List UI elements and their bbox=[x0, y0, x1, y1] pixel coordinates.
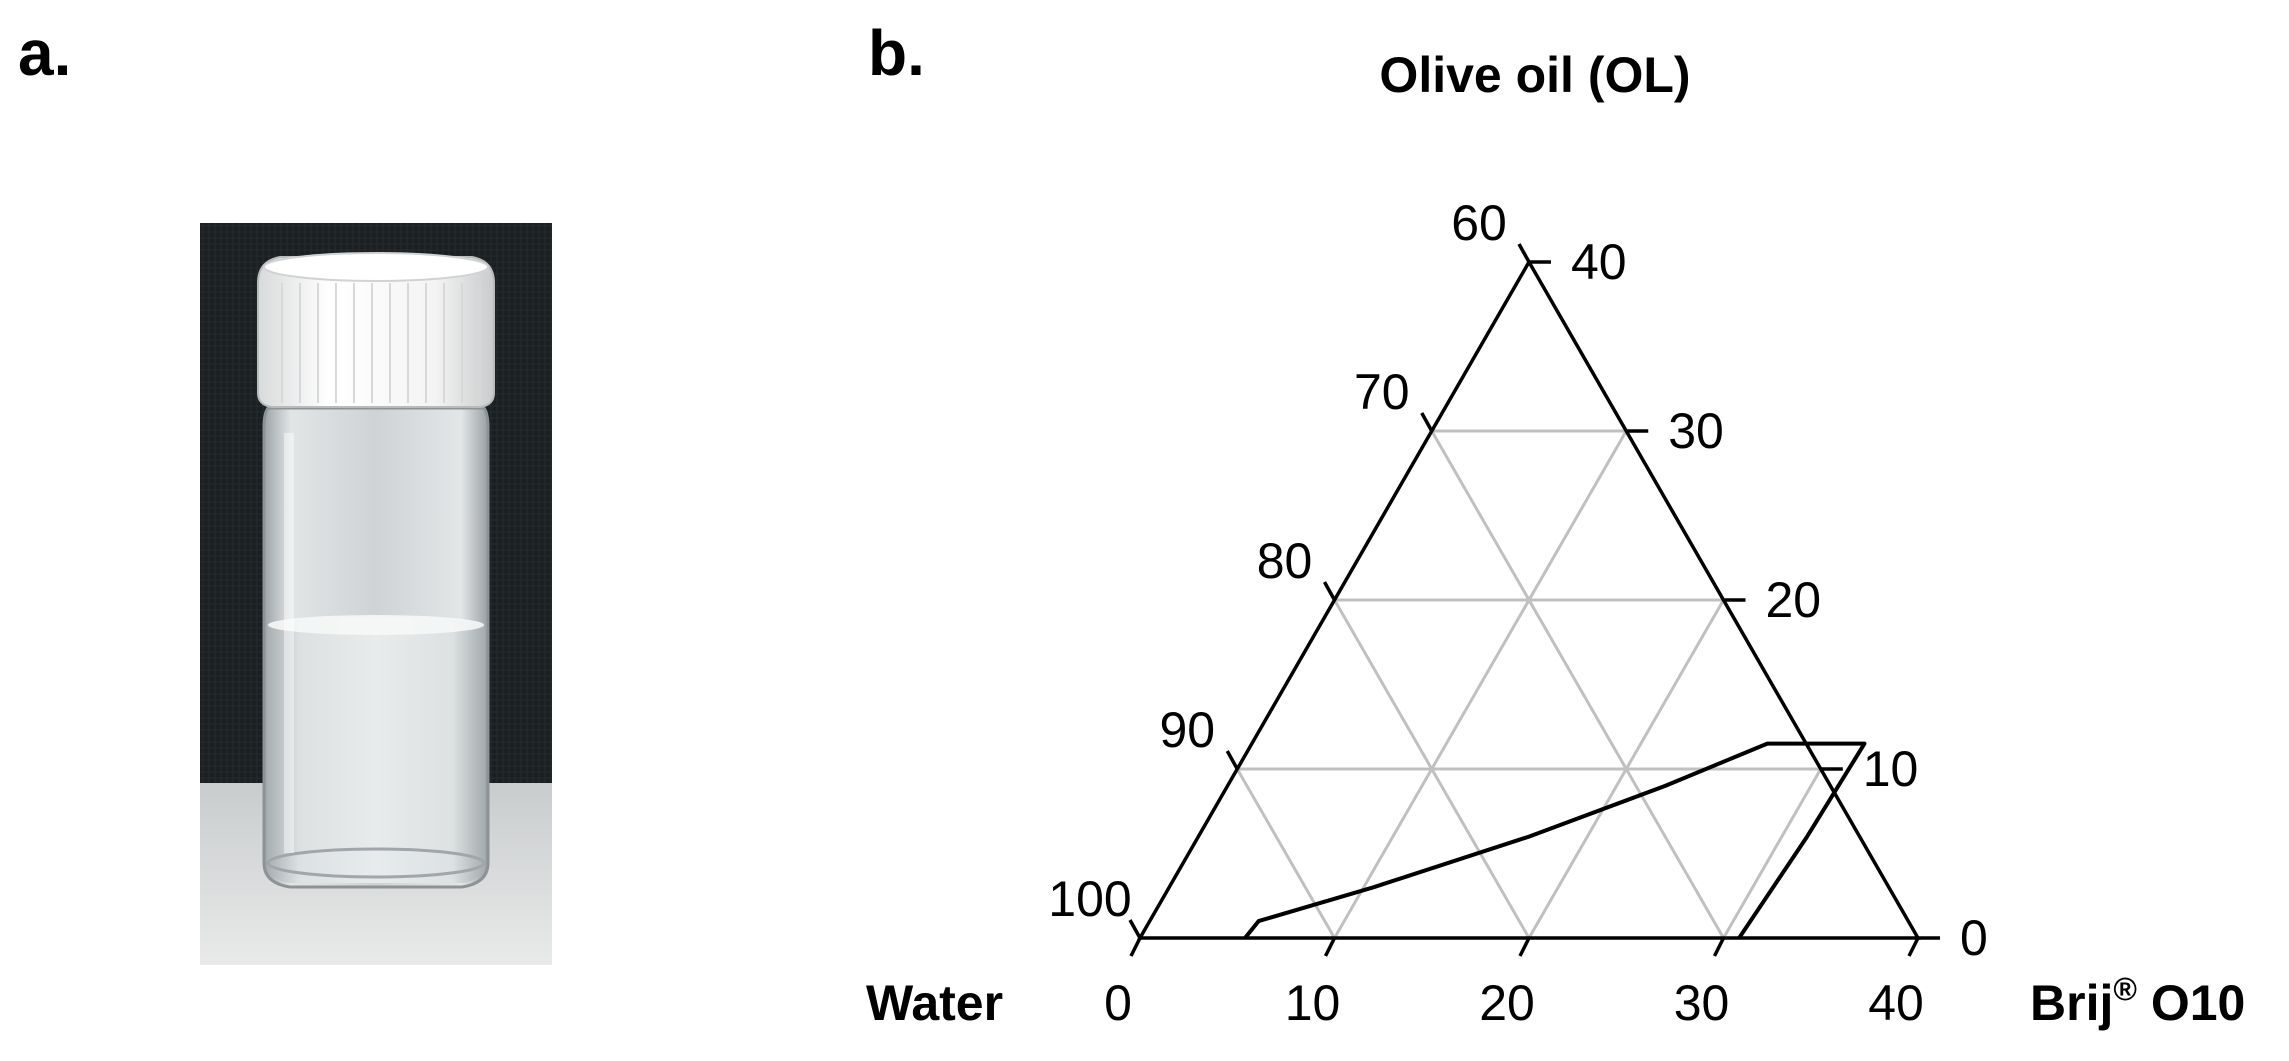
water-tick-label-80: 80 bbox=[1257, 533, 1313, 589]
surfactant-tick-0 bbox=[1129, 937, 1142, 957]
water-tick-80 bbox=[1322, 581, 1337, 601]
axis-ticks bbox=[1128, 243, 1940, 957]
surfactant-tick-label-30: 30 bbox=[1674, 975, 1730, 1031]
grid-line-water-10 bbox=[1430, 430, 1725, 939]
vial-photo bbox=[200, 223, 552, 965]
surfactant-tick-label-20: 20 bbox=[1479, 975, 1535, 1031]
vertex-label-brij: Brij® O10 bbox=[2030, 971, 2245, 1031]
surfactant-tick-40 bbox=[1907, 937, 1920, 957]
grid-line-water-20 bbox=[1333, 599, 1531, 939]
registered-mark: ® bbox=[2113, 971, 2137, 1007]
vial-liquid bbox=[267, 617, 485, 883]
water-tick-label-60: 60 bbox=[1451, 195, 1507, 251]
surfactant-tick-label-40: 40 bbox=[1868, 975, 1924, 1031]
vertex-label-olive-oil: Olive oil (OL) bbox=[1379, 47, 1690, 103]
water-tick-label-70: 70 bbox=[1354, 364, 1410, 420]
oil-tick-label-40: 40 bbox=[1571, 234, 1627, 290]
grid-lines bbox=[1235, 429, 1823, 939]
vial-base-ring bbox=[266, 847, 486, 879]
surfactant-tick-label-10: 10 bbox=[1285, 975, 1341, 1031]
surfactant-tick-30 bbox=[1712, 937, 1726, 957]
water-tick-label-100: 100 bbox=[1048, 871, 1131, 927]
brij-name: Brij bbox=[2030, 975, 2113, 1031]
surfactant-tick-10 bbox=[1323, 937, 1337, 957]
oil-tick-label-30: 30 bbox=[1668, 403, 1724, 459]
water-tick-label-90: 90 bbox=[1159, 702, 1215, 758]
region-layer bbox=[1243, 741, 1867, 940]
cap-ridges bbox=[281, 283, 481, 403]
oil-tick-label-0: 0 bbox=[1960, 910, 1988, 966]
cap-top bbox=[263, 252, 489, 282]
panel-label-b: b. bbox=[868, 17, 925, 89]
oil-tick-label-10: 10 bbox=[1863, 741, 1919, 797]
region-boundary bbox=[1243, 741, 1867, 940]
water-tick-100 bbox=[1128, 919, 1142, 939]
vertex-label-water: Water bbox=[866, 975, 1003, 1031]
grid-line-surfactant-30 bbox=[1722, 768, 1823, 939]
surfactant-tick-label-0: 0 bbox=[1104, 975, 1132, 1031]
grid-line-surfactant-20 bbox=[1527, 599, 1725, 939]
grid-line-surfactant-10 bbox=[1333, 430, 1628, 939]
brij-suffix: O10 bbox=[2137, 975, 2245, 1031]
water-tick-70 bbox=[1420, 412, 1434, 432]
oil-tick-label-20: 20 bbox=[1766, 572, 1822, 628]
liquid-meniscus bbox=[268, 615, 484, 635]
water-tick-90 bbox=[1225, 750, 1239, 770]
tick-labels: 0 10 20 30 40 0 10 20 30 40 100 90 80 70 60 bbox=[1048, 195, 1988, 1031]
glass-highlight bbox=[284, 433, 294, 853]
surfactant-tick-20 bbox=[1518, 937, 1531, 957]
water-tick-60 bbox=[1517, 243, 1531, 263]
panel-label-a: a. bbox=[18, 17, 72, 89]
grid-line-water-30 bbox=[1235, 768, 1336, 939]
